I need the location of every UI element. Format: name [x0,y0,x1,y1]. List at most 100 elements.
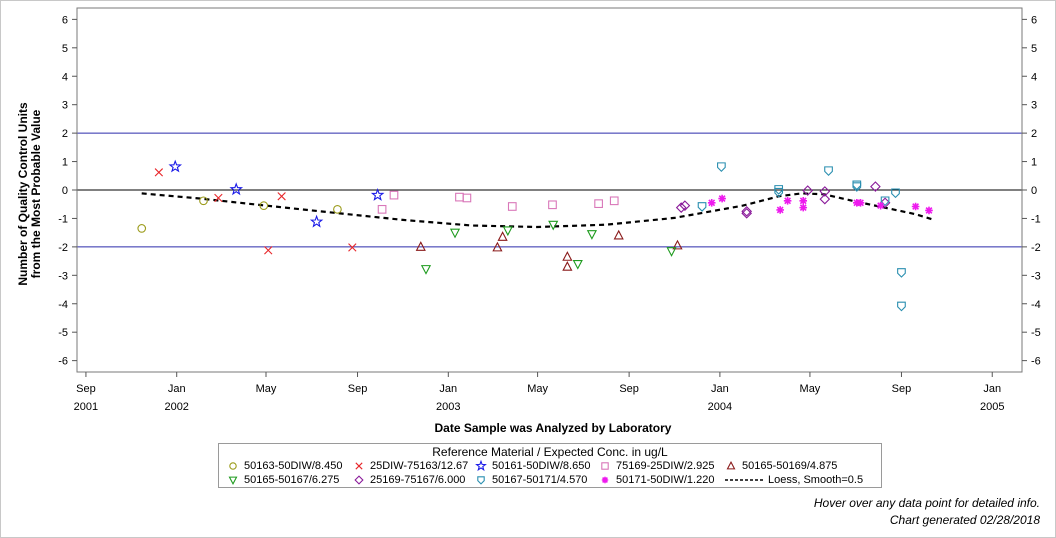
data-point-triangle [672,239,683,250]
data-point-asterisk [783,197,792,205]
data-point-triangle-down [586,230,598,240]
data-point-square [377,204,387,214]
y-tick-label-right: 3 [1031,100,1037,112]
legend-marker [726,460,736,470]
x-tick-label: May [800,383,821,395]
data-point-triangle [492,241,503,252]
data-point-triangle-down [449,228,461,239]
generated-note: Chart generated 02/28/2018 [889,513,1040,527]
y-tick-label-left: -5 [58,327,68,339]
y-tick-label-right: -6 [1031,356,1041,368]
chart-plot: Number of Quality Control Units from the… [16,7,1041,435]
data-point-asterisk [707,198,716,207]
y-tick-label-right: -5 [1031,327,1041,339]
loess-curve [141,192,935,229]
legend-label: Loess, Smooth=0.5 [768,474,864,486]
data-point-diamond [741,207,753,219]
data-point-triangle [562,251,573,261]
data-point-shield [897,301,906,312]
y-tick-label-right: 0 [1031,185,1037,197]
data-point-x [277,192,286,201]
data-point-triangle [562,261,573,271]
data-point-star [475,459,487,472]
data-point-square [507,202,517,211]
data-point-triangle-down [502,226,513,237]
data-point-circle [137,224,147,233]
data-point-diamond [819,186,831,197]
data-point-shield [477,476,485,485]
y-axis-title-line-2: from the Most Probable Value [29,109,43,278]
data-point-shield [897,268,906,278]
legend-title: Reference Material / Expected Conc. in u… [432,445,668,459]
y-tick-label-left: 4 [62,71,68,83]
x-tick-label: Jan [711,383,729,395]
data-point-x [214,193,223,203]
y-tick-label-left: 3 [62,100,68,112]
legend-item: 50165-50167/6.275 [225,473,339,487]
data-point-diamond [741,205,753,217]
data-point-triangle [726,460,736,470]
data-point-circle [259,201,269,210]
x-tick-label: Sep [619,383,639,395]
data-point-square [601,462,609,470]
legend-item: 75169-25DIW/2.925 [597,459,714,473]
y-tick-label-left: -6 [58,356,68,368]
data-point-square [609,196,619,206]
y-tick-label-left: -1 [58,213,68,225]
data-point-diamond [675,202,687,213]
legend-label: 50165-50167/6.275 [244,474,340,486]
y-tick-label-left: 0 [62,185,68,197]
data-point-square [594,199,603,209]
data-point-star [370,187,385,201]
x-tick-label: Sep [892,383,912,395]
y-tick-label-left: 5 [62,43,68,55]
data-point-star [229,182,244,196]
data-point-shield [891,188,900,199]
data-point-circle [229,462,237,470]
data-point-asterisk [925,206,933,215]
y-tick-label-left: 2 [62,128,68,140]
data-point-asterisk [856,198,865,207]
data-point-square [389,190,399,200]
data-point-triangle [497,231,508,241]
data-point-triangle-down [228,476,238,486]
data-point-asterisk [718,194,726,203]
data-point-shield [697,202,707,212]
data-point-triangle-down [666,247,677,257]
data-point-circle [199,196,208,206]
y-tick-label-left: -3 [58,270,68,282]
data-point-shield [824,166,833,177]
legend-label: 50171-50DIW/1.220 [616,474,715,486]
legend-item: 50161-50DIW/8.650 [473,459,590,473]
legend-label: 50165-50169/4.875 [742,460,838,472]
y-tick-label-right: 2 [1031,128,1037,140]
x-tick-label: Jan [168,383,186,395]
x-tick-year-label: 2004 [708,401,732,413]
data-point-triangle-down [548,220,559,231]
legend-item: 50163-50DIW/8.450 [225,459,342,473]
data-point-square [455,192,464,202]
x-tick-label: Jan [439,383,457,395]
legend-label: 50161-50DIW/8.650 [492,460,591,472]
data-point-x [154,168,164,177]
y-tick-label-right: -2 [1031,242,1041,254]
y-tick-label-right: 5 [1031,43,1037,55]
y-tick-label-right: 6 [1031,14,1037,26]
data-point-diamond [679,200,691,211]
x-tick-label: Sep [348,383,368,395]
x-axis-title: Date Sample was Analyzed by Laboratory [435,421,672,435]
data-point-star [309,214,324,228]
x-tick-year-label: 2001 [74,401,98,413]
x-tick-label: May [527,383,548,395]
data-point-asterisk [799,203,808,212]
data-point-triangle-down [420,265,432,275]
legend-label: 50167-50171/4.570 [492,474,588,486]
y-tick-label-left: -2 [58,242,68,254]
x-tick-label: May [256,383,277,395]
legend-item: 50167-50171/4.570 [473,473,587,487]
hover-note: Hover over any data point for detailed i… [813,496,1040,510]
legend-item: Loess, Smooth=0.5 [723,473,863,487]
y-tick-label-right: 4 [1031,71,1037,83]
data-point-diamond [354,475,364,485]
x-tick-year-label: 2005 [980,401,1004,413]
